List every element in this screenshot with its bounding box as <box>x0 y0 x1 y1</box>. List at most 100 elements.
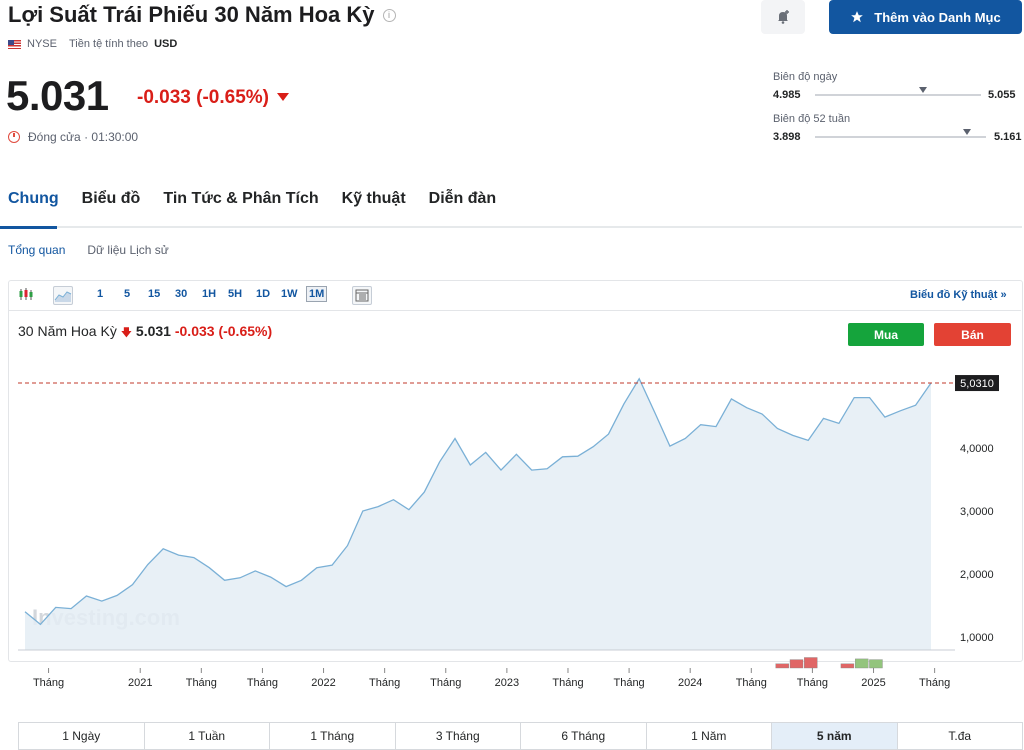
x-tick-label: Tháng <box>247 677 278 689</box>
currency-label: Tiền tệ tính theo <box>68 38 149 50</box>
down-marker-icon: 🡇 <box>120 327 133 339</box>
tab-technical[interactable]: Kỹ thuật <box>341 190 406 207</box>
page-title: Lợi Suất Trái Phiếu 30 Năm Hoa Kỳ i <box>8 2 396 28</box>
sub-tabs: Tổng quan Dữ liệu Lịch sử <box>8 243 169 257</box>
current-value-label: 5,0310 <box>960 378 994 390</box>
subtab-historical-data[interactable]: Dữ liệu Lịch sử <box>87 243 169 257</box>
period-selector: 1 Ngày 1 Tuần 1 Tháng 3 Tháng 6 Tháng 1 … <box>18 722 1023 750</box>
chart-price: 5.031 <box>135 323 171 339</box>
x-tick-label: Tháng <box>369 677 400 689</box>
chart-panel <box>8 280 1023 662</box>
currency-value: USD <box>154 38 178 50</box>
price-chart[interactable]: Investing.com5,03101,00002,00003,00004,0… <box>0 340 1024 700</box>
price-line <box>24 377 932 626</box>
table-view-icon[interactable] <box>352 286 372 305</box>
down-arrow-icon <box>277 93 290 101</box>
title-text: Lợi Suất Trái Phiếu 30 Năm Hoa Kỳ <box>8 2 375 27</box>
price-area <box>25 378 931 650</box>
week52-range-track <box>815 136 986 138</box>
period-1-week[interactable]: 1 Tuần <box>145 723 270 749</box>
volume-bar-1 <box>789 659 804 669</box>
interval-1[interactable]: 1 <box>97 288 104 300</box>
day-range-high: 5.055 <box>988 89 1016 101</box>
tab-overview[interactable]: Chung <box>8 190 59 207</box>
info-icon[interactable]: i <box>382 9 396 22</box>
x-tick-label: Tháng <box>33 677 64 689</box>
interval-1m[interactable]: 1M <box>306 286 328 302</box>
chart-change: -0.033 (-0.65%) <box>174 323 273 339</box>
tabs-divider <box>0 226 1022 228</box>
x-tick-label: Tháng <box>797 677 828 689</box>
technical-chart-link[interactable]: Biểu đồ Kỹ thuật » <box>910 289 1007 301</box>
week52-range-low: 3.898 <box>773 131 801 143</box>
x-tick-label: 2025 <box>861 677 885 689</box>
x-tick-label: Tháng <box>186 677 217 689</box>
period-5-years[interactable]: 5 năm <box>772 723 898 749</box>
week52-range-high: 5.161 <box>994 131 1022 143</box>
volume-bar-3 <box>840 663 855 669</box>
tab-chart[interactable]: Biểu đồ <box>81 190 141 207</box>
x-tick-label: Tháng <box>552 677 583 689</box>
period-max[interactable]: T.đa <box>948 729 972 743</box>
area-chart-icon[interactable] <box>53 286 73 305</box>
period-1-day[interactable]: 1 Ngày <box>19 723 145 749</box>
x-tick-label: 2022 <box>311 677 335 689</box>
day-range-track <box>815 94 981 96</box>
chart-header: 30 Năm Hoa Kỳ 🡇 5.031 -0.033 (-0.65%) <box>18 323 272 343</box>
watchlist-label: Thêm vào Danh Mục <box>874 9 1001 25</box>
interval-1w[interactable]: 1W <box>281 288 298 300</box>
x-tick-label: Tháng <box>919 677 950 689</box>
interval-15[interactable]: 15 <box>148 288 161 300</box>
tab-news[interactable]: Tin Tức & Phân Tích <box>163 190 319 207</box>
price-change: -0.033 (-0.65%) <box>137 87 290 109</box>
volume-bar-0 <box>775 663 789 669</box>
day-range-marker <box>919 87 927 93</box>
last-price: 5.031 <box>6 72 109 119</box>
market-status: Đóng cửa · 01:30:00 <box>8 130 138 144</box>
sell-button[interactable]: Bán <box>934 323 1011 346</box>
period-3-months[interactable]: 3 Tháng <box>396 723 521 749</box>
clock-icon <box>8 131 20 143</box>
x-tick-label: Tháng <box>736 677 767 689</box>
y-tick-label: 1,0000 <box>960 632 994 644</box>
exchange-info: NYSE Tiền tệ tính theo USD <box>8 38 177 50</box>
week52-range-label: Biên độ 52 tuần <box>773 113 851 125</box>
tab-forum[interactable]: Diễn đàn <box>428 190 497 207</box>
price-change-value: -0.033 (-0.65%) <box>137 87 270 108</box>
volume-bar-2 <box>804 657 818 669</box>
alert-button[interactable] <box>761 0 805 34</box>
main-tabs: Chung Biểu đồ Tin Tức & Phân Tích Kỹ thu… <box>8 190 496 208</box>
interval-1h[interactable]: 1H <box>202 288 217 300</box>
interval-30[interactable]: 30 <box>175 288 188 300</box>
y-tick-label: 2,0000 <box>960 569 994 581</box>
chart-instrument: 30 Năm Hoa Kỳ <box>18 323 117 339</box>
x-tick-label: 2023 <box>495 677 519 689</box>
x-tick-label: Tháng <box>613 677 644 689</box>
x-tick-label: Tháng <box>430 677 461 689</box>
interval-1d[interactable]: 1D <box>256 288 271 300</box>
period-6-months[interactable]: 6 Tháng <box>521 723 647 749</box>
day-range-low: 4.985 <box>773 89 801 101</box>
day-range-label: Biên độ ngày <box>773 71 838 83</box>
x-tick-label: 2024 <box>678 677 702 689</box>
candlestick-icon[interactable] <box>18 286 36 303</box>
x-tick-label: 2021 <box>128 677 152 689</box>
exchange-name: NYSE <box>27 38 57 50</box>
period-1-year[interactable]: 1 Năm <box>647 723 772 749</box>
y-tick-label: 4,0000 <box>960 443 994 455</box>
chart-toolbar <box>8 282 1021 311</box>
add-to-watchlist-button[interactable]: Thêm vào Danh Mục <box>829 0 1022 34</box>
period-1-month[interactable]: 1 Tháng <box>270 723 396 749</box>
subtab-summary[interactable]: Tổng quan <box>8 243 66 257</box>
bell-plus-icon <box>778 10 789 24</box>
y-tick-label: 3,0000 <box>960 506 994 518</box>
volume-bar-5 <box>869 659 883 669</box>
interval-5h[interactable]: 5H <box>228 288 243 300</box>
buy-button[interactable]: Mua <box>848 323 924 346</box>
current-value-badge <box>955 375 999 392</box>
volume-bar-4 <box>854 658 869 669</box>
star-icon <box>851 11 864 23</box>
week52-range-marker <box>963 129 971 135</box>
interval-5[interactable]: 5 <box>124 288 131 300</box>
us-flag-icon <box>8 39 21 49</box>
